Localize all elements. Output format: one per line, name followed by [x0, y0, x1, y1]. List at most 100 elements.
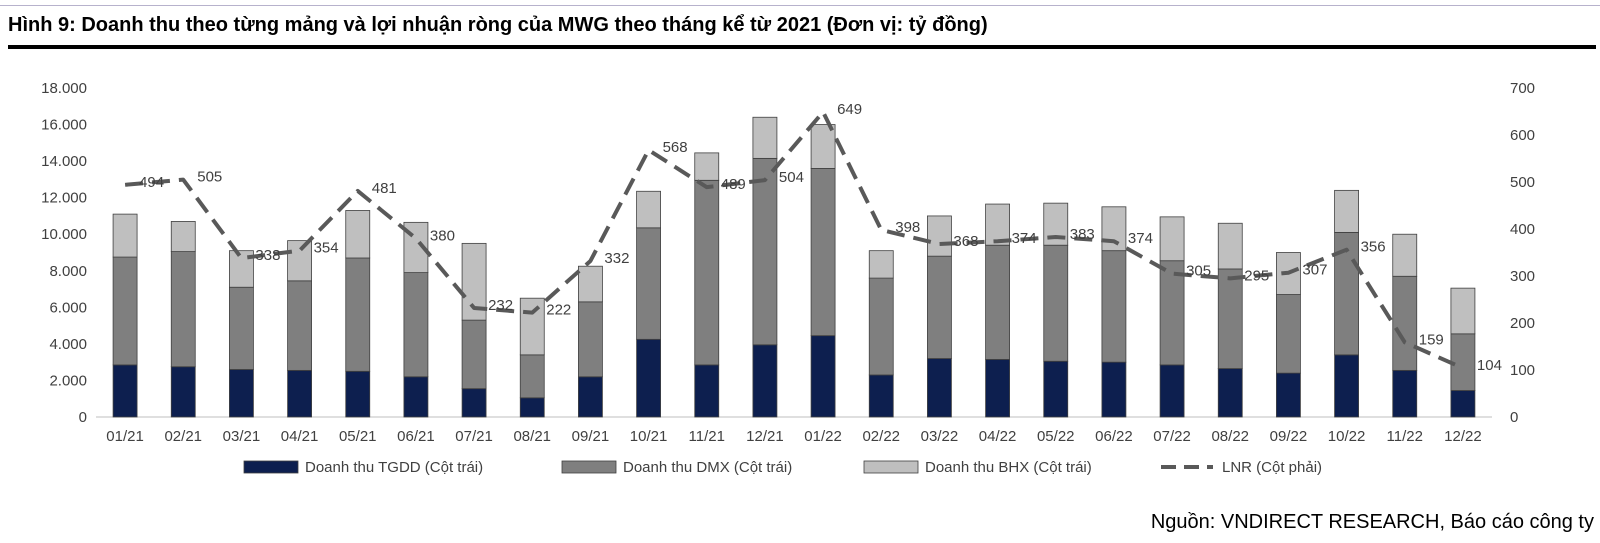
lnr-data-label: 338	[255, 247, 280, 264]
bar-bhx	[810, 124, 836, 169]
x-tick-label: 05/21	[339, 428, 377, 445]
y-right-tick-label: 600	[1510, 127, 1535, 144]
lnr-data-label: 398	[895, 219, 920, 236]
y-left-tick-label: 14.000	[41, 153, 87, 170]
x-tick-label: 10/21	[630, 428, 668, 445]
bar-bhx	[578, 265, 603, 303]
x-tick-label: 01/22	[804, 428, 842, 445]
y-left-tick-label: 16.000	[41, 117, 87, 134]
lnr-data-label: 374	[1128, 230, 1153, 247]
bar-tgdd	[170, 366, 196, 418]
bar-bhx	[112, 213, 138, 258]
x-tick-label: 11/22	[1387, 428, 1423, 445]
x-tick-label: 09/22	[1270, 428, 1308, 445]
lnr-data-label: 295	[1244, 267, 1269, 284]
lnr-data-label: 383	[1070, 226, 1095, 243]
bar-dmx	[403, 272, 429, 378]
bar-tgdd	[461, 388, 487, 418]
lnr-data-label: 649	[837, 101, 862, 118]
bar-dmx	[927, 255, 952, 359]
lnr-data-label: 232	[488, 297, 513, 314]
y-left-tick-label: 12.000	[41, 190, 87, 207]
x-tick-label: 12/21	[746, 428, 784, 445]
y-left-tick-label: 0	[79, 409, 87, 426]
bar-tgdd	[810, 335, 836, 418]
bar-dmx	[229, 286, 254, 370]
bar-tgdd	[1450, 390, 1476, 418]
bar-bhx	[519, 297, 545, 356]
y-right-tick-label: 200	[1510, 315, 1535, 332]
bar-bhx	[868, 250, 894, 279]
bar-dmx	[1043, 244, 1069, 362]
bar-tgdd	[578, 376, 603, 418]
lnr-line	[124, 109, 1464, 370]
lnr-data-label: 494	[139, 174, 164, 191]
x-tick-label: 06/22	[1095, 428, 1133, 445]
x-tick-label: 04/21	[281, 428, 319, 445]
bar-dmx	[1392, 275, 1418, 371]
y-right-tick-label: 400	[1510, 221, 1535, 238]
lnr-data-label: 332	[604, 250, 629, 267]
bar-dmx	[1217, 268, 1243, 369]
legend-swatch-bhx	[863, 460, 919, 474]
x-tick-label: 01/21	[106, 428, 144, 445]
legend-label: Doanh thu DMX (Cột trái)	[623, 459, 792, 476]
x-tick-label: 05/22	[1037, 428, 1075, 445]
bar-dmx	[345, 257, 371, 372]
bar-tgdd	[519, 397, 545, 418]
bar-tgdd	[868, 374, 894, 418]
lnr-data-label: 489	[721, 176, 746, 193]
bar-dmx	[578, 301, 603, 378]
figure-title: Hình 9: Doanh thu theo từng mảng và lợi …	[8, 14, 988, 36]
bar-tgdd	[403, 376, 429, 418]
bar-dmx	[694, 179, 720, 366]
y-left-tick-label: 10.000	[41, 226, 87, 243]
lnr-data-label: 222	[546, 302, 571, 319]
x-tick-label: 03/22	[921, 428, 959, 445]
legend-label: Doanh thu TGDD (Cột trái)	[305, 459, 483, 476]
bar-bhx	[1392, 233, 1418, 277]
bar-tgdd	[1101, 361, 1127, 418]
lnr-data-label: 305	[1186, 263, 1211, 280]
x-tick-label: 02/21	[164, 428, 202, 445]
bar-tgdd	[1159, 364, 1185, 418]
lnr-data-label: 104	[1477, 357, 1502, 374]
x-tick-label: 08/22	[1211, 428, 1249, 445]
bar-dmx	[752, 157, 778, 346]
y-left-tick-label: 4.000	[49, 336, 87, 353]
bar-dmx	[868, 277, 894, 376]
x-tick-label: 07/22	[1153, 428, 1191, 445]
bar-dmx	[112, 256, 138, 366]
bar-tgdd	[1276, 372, 1301, 418]
x-tick-label: 11/21	[689, 428, 725, 445]
title-rule	[8, 45, 1596, 49]
top-rule	[0, 5, 1600, 6]
bar-tgdd	[1392, 369, 1418, 418]
bar-dmx	[1450, 333, 1476, 391]
x-tick-label: 07/21	[455, 428, 493, 445]
bar-dmx	[810, 168, 836, 337]
x-tick-label: 03/21	[223, 428, 261, 445]
bar-bhx	[287, 240, 312, 282]
bar-dmx	[461, 319, 487, 390]
lnr-data-label: 568	[663, 139, 688, 156]
lnr-data-label: 505	[197, 169, 222, 186]
bar-tgdd	[752, 344, 778, 418]
y-left-tick-label: 18.000	[41, 80, 87, 97]
x-tick-label: 10/22	[1328, 428, 1366, 445]
legend-label: Doanh thu BHX (Cột trái)	[925, 459, 1092, 476]
x-tick-label: 12/22	[1444, 428, 1482, 445]
bar-bhx	[345, 210, 371, 259]
bar-tgdd	[927, 358, 952, 418]
source-note: Nguồn: VNDIRECT RESEARCH, Báo cáo công t…	[1150, 511, 1594, 533]
bar-dmx	[519, 354, 545, 399]
bar-dmx	[287, 280, 312, 371]
bar-tgdd	[287, 369, 312, 418]
bar-tgdd	[985, 359, 1010, 418]
lnr-data-label: 356	[1361, 239, 1386, 256]
bar-dmx	[636, 227, 661, 340]
legend-swatch-dmx	[561, 460, 617, 474]
bar-tgdd	[1217, 368, 1243, 418]
lnr-data-label: 354	[314, 240, 339, 257]
